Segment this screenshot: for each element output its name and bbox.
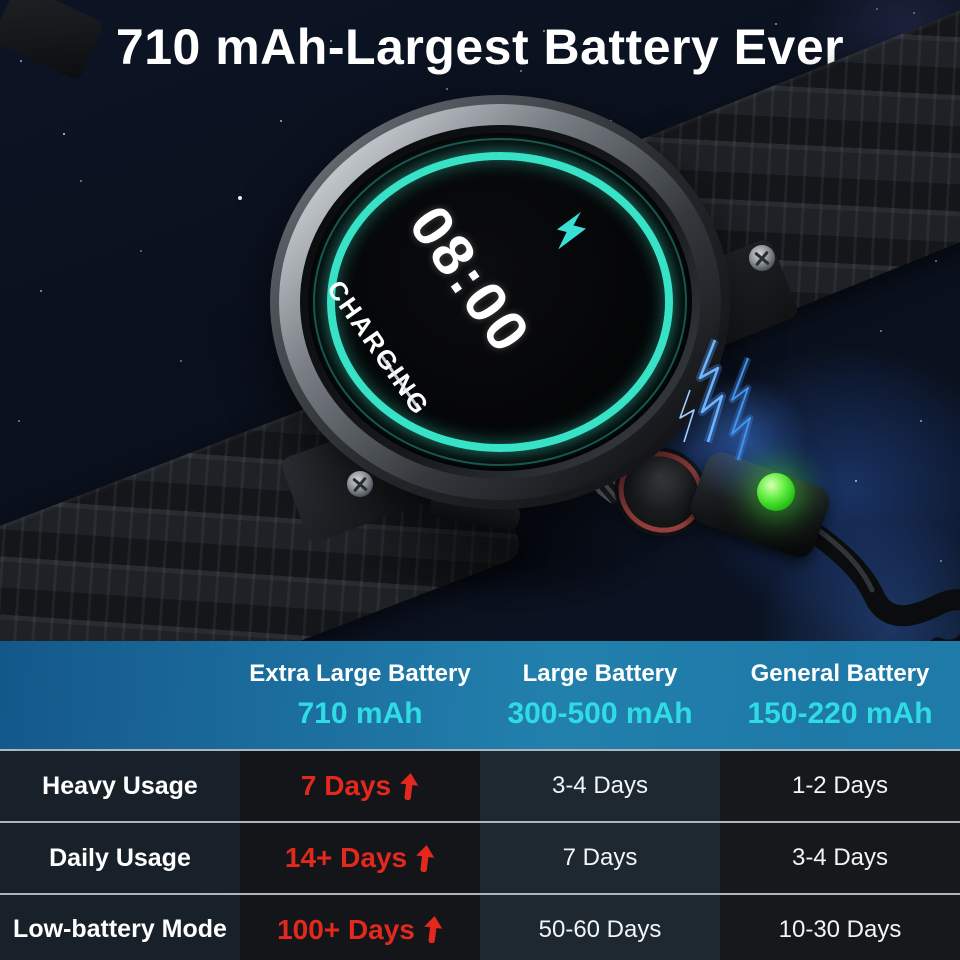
battery-type-label: Large Battery [522,659,678,687]
table-row-heavy-usage: Heavy Usage 7 Days 3-4 Days 1-2 Days [0,749,960,821]
table-header-band: Extra Large Battery 710 mAh Large Batter… [0,641,960,749]
battery-capacity: 710 mAh [297,696,423,730]
battery-capacity: 150-220 mAh [747,696,933,730]
best-value-cell: 7 Days [240,751,480,821]
battery-capacity: 300-500 mAh [507,696,693,730]
up-arrow-icon [400,772,419,800]
row-label: Daily Usage [0,823,240,893]
headline: 710 mAh-Largest Battery Ever [115,19,845,75]
up-arrow-icon [416,844,435,872]
row-label: Heavy Usage [0,751,240,821]
large-battery-value: 7 Days [480,823,720,893]
general-battery-value: 3-4 Days [720,823,960,893]
electric-arcs [679,338,754,461]
watch-screen: 08:00 CHARGING [308,133,692,471]
best-value-cell: 14+ Days [240,823,480,893]
best-value: 14+ Days [284,842,408,873]
row-label: Low-battery Mode [0,895,240,960]
charging-progress-ring [327,152,673,452]
header-cell-extra-large: Extra Large Battery 710 mAh [240,641,480,749]
battery-type-label: General Battery [750,659,930,687]
best-value: 100+ Days [277,913,415,945]
charging-led [757,473,795,511]
up-arrow-icon [424,915,443,944]
general-battery-value: 10-30 Days [720,895,960,960]
battery-type-label: Extra Large Battery [249,659,471,687]
lightning-bolt-icon [556,211,587,250]
table-row-low-battery-mode: Low-battery Mode 100+ Days 50-60 Days 10… [0,893,960,960]
battery-comparison-table: Extra Large Battery 710 mAh Large Batter… [0,641,960,960]
screen-edge-ring [313,138,687,466]
header-cell-large: Large Battery 300-500 mAh [480,641,720,749]
large-battery-value: 50-60 Days [480,895,720,960]
screw-icon [749,245,775,271]
header-cell-empty [0,641,240,749]
watch-case: 08:00 CHARGING [270,95,730,509]
best-value: 7 Days [300,770,392,801]
screw-icon [347,471,373,497]
header-cell-general: General Battery 150-220 mAh [720,641,960,749]
large-battery-value: 3-4 Days [480,751,720,821]
table-row-daily-usage: Daily Usage 14+ Days 7 Days 3-4 Days [0,821,960,893]
best-value-cell: 100+ Days [240,895,480,960]
general-battery-value: 1-2 Days [720,751,960,821]
